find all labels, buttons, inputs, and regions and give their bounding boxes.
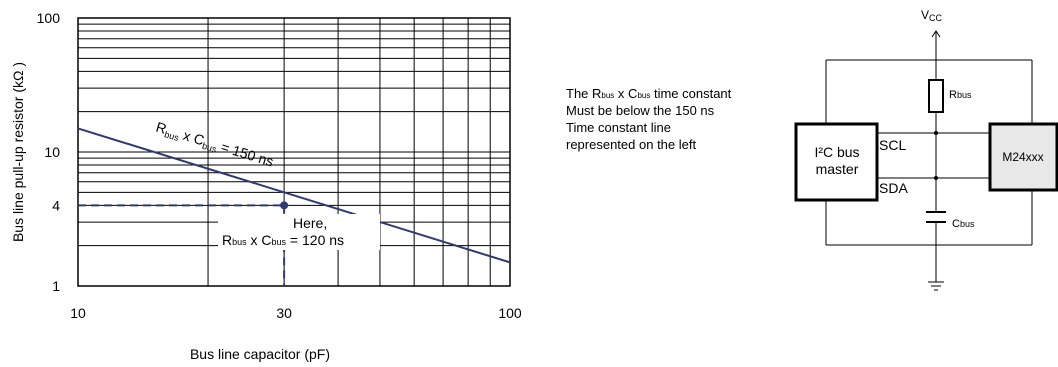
- y-tick-label-1: 10: [44, 144, 60, 160]
- note-line-3: Time constant line: [566, 120, 672, 135]
- y-tick-label-0: 100: [37, 10, 61, 26]
- note-line-2: Must be below the 150 ns: [566, 103, 715, 118]
- series-line-label: Rbus x Cbus = 150 ns: [154, 119, 276, 172]
- plot-frame: [77, 17, 511, 287]
- y-tick-label-2: 4: [52, 197, 60, 213]
- scl-label: SCL: [879, 137, 906, 153]
- x-tick-label-2: 100: [498, 305, 522, 321]
- sda-label: SDA: [879, 180, 908, 196]
- rbus-resistor: [928, 79, 944, 113]
- rbus-label: Rbus: [949, 89, 972, 101]
- vcc-arrow-icon: [931, 30, 941, 38]
- note-line-1: The Rbus x Cbus time constant: [566, 86, 732, 101]
- series-line-150ns: [77, 127, 511, 264]
- annotation-line-2: Rbus x Cbus = 120 ns: [222, 232, 344, 248]
- chart-grid: [78, 18, 510, 286]
- x-axis-label: Bus line capacitor (pF): [190, 346, 330, 362]
- vcc-label: VCC: [921, 8, 943, 23]
- cbus-label: Cbus: [952, 218, 975, 230]
- y-axis-label: Bus line pull-up resistor (kΩ ): [10, 62, 26, 242]
- highlight-point: [280, 201, 289, 210]
- m24xxx-box: [988, 122, 1058, 192]
- m24xxx-label: M24xxx: [1002, 150, 1043, 164]
- sda-junction: [934, 176, 938, 180]
- y-tick-labels: 100 10 4 1: [37, 10, 61, 294]
- master-label-line-2: master: [816, 161, 859, 177]
- x-tick-labels: 10 30 100: [70, 305, 522, 321]
- annotation-line-1: Here,: [293, 215, 327, 231]
- y-tick-label-3: 1: [52, 278, 60, 294]
- master-label-line-1: I²C bus: [814, 144, 859, 160]
- scl-junction: [934, 131, 938, 135]
- note-line-4: represented on the left: [566, 137, 697, 152]
- x-tick-label-1: 30: [276, 305, 292, 321]
- annotation-background: [218, 214, 380, 250]
- x-tick-label-0: 10: [70, 305, 86, 321]
- i2c-master-box: [794, 122, 879, 202]
